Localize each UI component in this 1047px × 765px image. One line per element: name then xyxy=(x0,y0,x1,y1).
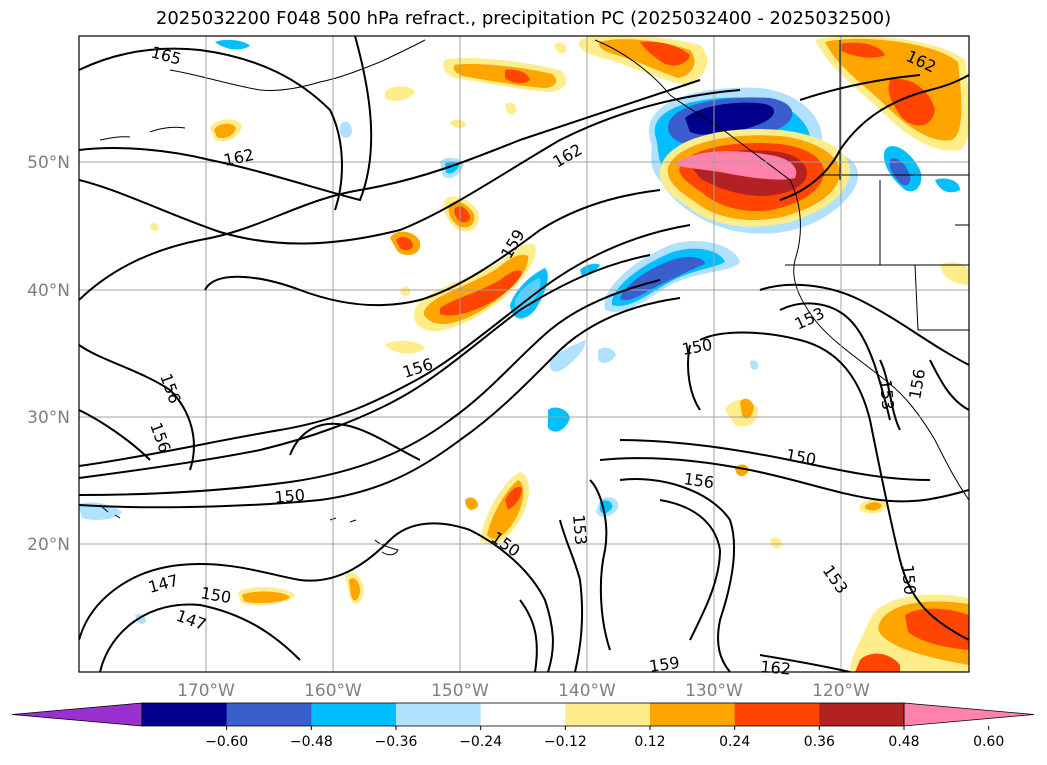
colorbar-swatch xyxy=(734,703,820,726)
colorbar-tick-label: 0.60 xyxy=(973,734,1004,750)
contour-label: 153 xyxy=(569,514,591,546)
latitude-labels: 50°N 40°N 30°N 20°N xyxy=(27,153,70,555)
contour-label: 147 xyxy=(146,571,180,597)
lon-label-120w: 120°W xyxy=(812,681,870,701)
colorbar-swatch xyxy=(142,703,228,726)
contour-label: 150 xyxy=(274,485,306,507)
colorbar-frame xyxy=(141,702,905,727)
contour-label: 156 xyxy=(905,367,929,400)
contour-label: 156 xyxy=(400,354,435,382)
longitude-labels: 170°W 160°W 150°W 140°W 130°W 120°W xyxy=(177,681,870,701)
colorbar-swatch xyxy=(565,703,651,726)
contour-label: 153 xyxy=(792,303,828,333)
colorbar-swatch xyxy=(819,703,905,726)
lat-label-30n: 30°N xyxy=(27,408,70,428)
map-title: 2025032200 F048 500 hPa refract., precip… xyxy=(155,8,892,29)
contour-label: 150 xyxy=(199,583,232,607)
contour-label: 162 xyxy=(760,657,792,679)
colorbar-tick-label: −0.36 xyxy=(375,734,418,750)
contour-label: 156 xyxy=(682,469,715,492)
colorbar-extend-max xyxy=(903,702,1035,727)
colorbar-tick-label: 0.12 xyxy=(634,734,665,750)
contour-label: 153 xyxy=(819,561,852,597)
colorbar-swatch xyxy=(650,703,736,726)
colorbar-tick-label: 0.24 xyxy=(719,734,750,750)
lat-label-50n: 50°N xyxy=(27,153,70,173)
colorbar-tick-label: 0.48 xyxy=(888,734,919,750)
lon-label-160w: 160°W xyxy=(304,681,362,701)
contour-label: 156 xyxy=(156,371,184,406)
contour-label: 162 xyxy=(222,145,256,170)
lon-label-140w: 140°W xyxy=(558,681,616,701)
contour-label: 150 xyxy=(898,564,920,596)
map-frame xyxy=(78,35,970,673)
colorbar-tick-label: −0.24 xyxy=(459,734,502,750)
contour-label: 150 xyxy=(784,445,817,469)
refractivity-contours xyxy=(79,36,969,672)
colorbar: −0.60 −0.48 −0.36 −0.24 −0.12 0.12 0.24 0.36 0.4… xyxy=(11,702,1035,750)
coastlines xyxy=(99,39,969,556)
graticule xyxy=(79,36,969,672)
colorbar-tick-label: 0.36 xyxy=(804,734,835,750)
contour-label: 156 xyxy=(146,420,174,455)
colorbar-swatch xyxy=(311,703,397,726)
lon-label-130w: 130°W xyxy=(685,681,743,701)
contour-label: 147 xyxy=(174,606,209,634)
colorbar-tick-label: −0.12 xyxy=(544,734,587,750)
contour-label: 150 xyxy=(680,335,713,359)
contour-label: 162 xyxy=(550,140,586,172)
colorbar-tick-label: −0.60 xyxy=(205,734,248,750)
colorbar-swatch xyxy=(480,703,566,726)
lat-label-20n: 20°N xyxy=(27,535,70,555)
contour-label: 165 xyxy=(149,43,183,69)
colorbar-swatch xyxy=(226,703,312,726)
colorbar-swatch xyxy=(396,703,482,726)
contour-label: 153 xyxy=(876,379,898,411)
colorbar-tick-label: −0.48 xyxy=(290,734,333,750)
contour-label: 159 xyxy=(648,653,681,676)
lon-label-170w: 170°W xyxy=(177,681,235,701)
lat-label-40n: 40°N xyxy=(27,281,70,301)
colorbar-extend-min xyxy=(11,702,143,727)
lon-label-150w: 150°W xyxy=(431,681,489,701)
